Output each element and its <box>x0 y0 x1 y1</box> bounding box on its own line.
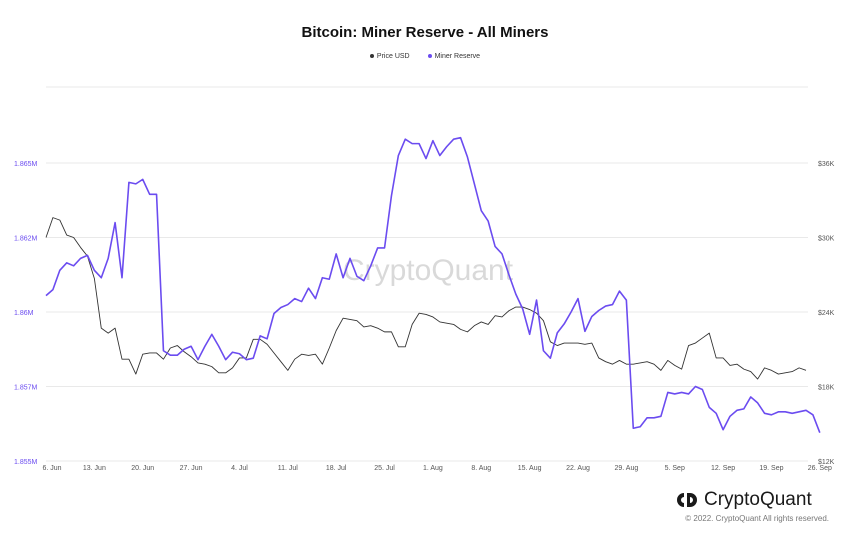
x-axis-tick-label: 4. Jul <box>231 465 248 472</box>
right-axis-tick-label: $18K <box>818 385 835 392</box>
x-axis-tick-label: 18. Jul <box>326 465 347 472</box>
x-axis-tick-label: 26. Sep <box>808 465 832 472</box>
watermark: CryptoQuant <box>343 254 514 287</box>
x-axis-tick-label: 5. Sep <box>665 465 685 472</box>
x-axis-tick-label: 6. Jun <box>42 465 61 472</box>
x-axis-tick-label: 25. Jul <box>374 465 395 472</box>
x-axis-tick-label: 27. Jun <box>180 465 203 472</box>
cryptoquant-logo: CryptoQuant <box>676 488 812 512</box>
copyright-text: © 2022. CryptoQuant All rights reserved. <box>685 514 829 523</box>
legend-item-price[interactable]: Price USD <box>369 53 410 60</box>
x-axis-tick-label: 12. Sep <box>711 465 735 472</box>
left-axis-tick-label: 1.862M <box>14 236 38 243</box>
right-axis-tick-label: $36K <box>818 161 835 168</box>
x-axis-tick-label: 20. Jun <box>131 465 154 472</box>
legend-dot-reserve <box>427 54 432 59</box>
legend-label-price: Price USD <box>376 53 410 60</box>
chart-title: Bitcoin: Miner Reserve - All Miners <box>301 24 549 41</box>
price-usd-line <box>45 217 807 380</box>
right-axis-tick-label: $24K <box>818 310 835 317</box>
left-axis-tick-label: 1.86M <box>14 310 34 317</box>
right-axis-tick-label: $12K <box>818 459 835 466</box>
x-axis-tick-label: 11. Jul <box>278 465 299 472</box>
logo-text: CryptoQuant <box>704 489 812 510</box>
cryptoquant-logo-icon <box>677 493 697 507</box>
x-axis-tick-label: 8. Aug <box>471 465 491 472</box>
left-axis-tick-label: 1.865M <box>14 161 38 168</box>
chart-legend: Price USD Miner Reserve <box>0 53 850 60</box>
x-axis-tick-label: 1. Aug <box>423 465 443 472</box>
x-axis-tick-label: 29. Aug <box>614 465 638 472</box>
legend-dot-price <box>369 54 374 59</box>
legend-item-reserve[interactable]: Miner Reserve <box>427 53 481 60</box>
miner-reserve-line <box>45 136 821 433</box>
x-axis-tick-label: 15. Aug <box>518 465 542 472</box>
x-axis-tick-label: 22. Aug <box>566 465 590 472</box>
right-axis-tick-label: $30K <box>818 236 835 243</box>
left-axis-tick-label: 1.857M <box>14 385 38 392</box>
x-axis-tick-label: 13. Jun <box>83 465 106 472</box>
legend-label-reserve: Miner Reserve <box>434 53 481 60</box>
x-axis-tick-label: 19. Sep <box>759 465 783 472</box>
left-axis-tick-label: 1.855M <box>14 459 38 466</box>
